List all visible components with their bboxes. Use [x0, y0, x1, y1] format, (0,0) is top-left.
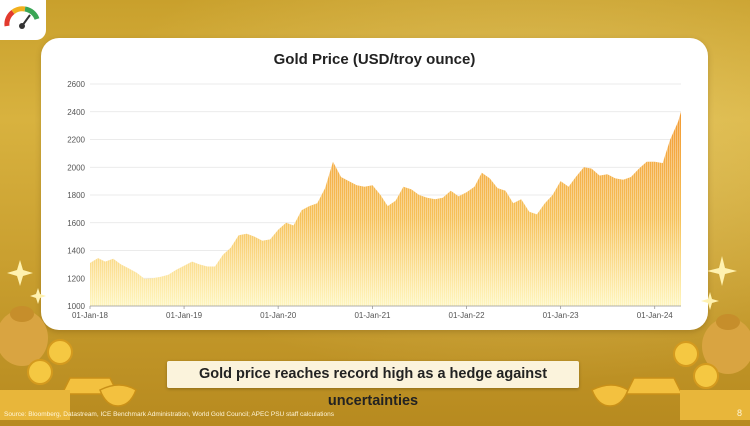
- caption-text: Gold price reaches record high as a hedg…: [198, 366, 548, 409]
- y-tick-label: 1600: [67, 219, 85, 228]
- x-tick-label: 01-Jan-20: [260, 311, 297, 320]
- source-note: Source: Bloomberg, Datastream, ICE Bench…: [4, 411, 334, 418]
- gold-price-chart: 1000 1200 1400 1600 1800 2000 2200 2400 2600 01-…: [67, 80, 681, 320]
- x-tick-label: 01-Jan-19: [166, 311, 203, 320]
- chart-title: Gold Price (USD/troy ounce): [273, 51, 476, 68]
- y-tick-label: 2400: [67, 108, 85, 117]
- gauge-logo-icon: [4, 6, 40, 29]
- price-area-texture: [90, 111, 681, 306]
- page-number: 8: [736, 408, 742, 418]
- logo: [0, 0, 46, 40]
- y-tick-label: 1800: [67, 191, 85, 200]
- sparkle-icon: [30, 288, 46, 304]
- x-tick-label: 01-Jan-21: [354, 311, 391, 320]
- y-tick-label: 2600: [67, 80, 85, 89]
- y-axis: 1000 1200 1400 1600 1800 2000 2200 2400 2600: [67, 80, 85, 311]
- x-tick-label: 01-Jan-23: [543, 311, 580, 320]
- chart-card: 1000 1200 1400 1600 1800 2000 2200 2400 2600 01-…: [41, 38, 708, 330]
- caption-box: Gold price reaches record high as a hedg…: [167, 361, 579, 409]
- sparkle-icon: [7, 260, 33, 286]
- y-tick-label: 1400: [67, 247, 85, 256]
- y-tick-label: 2200: [67, 136, 85, 145]
- price-series: [90, 111, 681, 306]
- x-tick-label: 01-Jan-18: [72, 311, 109, 320]
- y-tick-label: 1000: [67, 302, 85, 311]
- x-axis: 01-Jan-18 01-Jan-19 01-Jan-20 01-Jan-21 01-J…: [72, 305, 681, 320]
- x-tick-label: 01-Jan-24: [637, 311, 674, 320]
- gold-decoration-right: [591, 256, 750, 420]
- y-tick-label: 1200: [67, 274, 85, 283]
- sparkle-icon: [701, 292, 719, 310]
- y-tick-label: 2000: [67, 163, 85, 172]
- x-tick-label: 01-Jan-22: [449, 311, 486, 320]
- gold-decoration-left: [0, 260, 137, 420]
- sparkle-icon: [707, 256, 737, 286]
